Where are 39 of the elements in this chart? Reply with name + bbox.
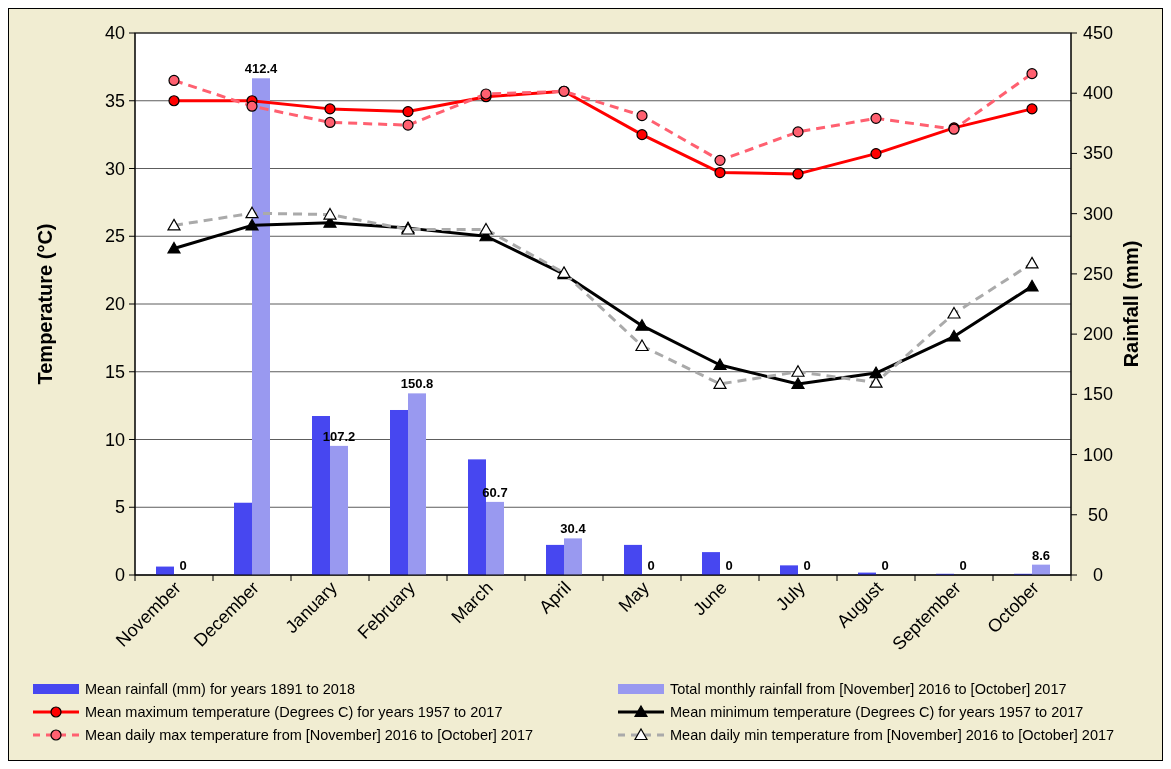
y-tick-label: 5	[114, 497, 125, 518]
y2-tick-label: 0	[1092, 565, 1104, 585]
y-tick-label: 20	[104, 294, 125, 314]
legend-label: Mean rainfall (mm) for years 1891 to 2018	[85, 681, 355, 697]
legend-label: Mean minimum temperature (Degrees C) for years 1957 to 2017	[670, 704, 1084, 720]
x-tick-label: May	[614, 577, 653, 616]
y-tick-label: 40	[104, 23, 125, 43]
y-tick-label: 15	[104, 361, 125, 382]
y-tick-label: 0	[114, 565, 125, 585]
x-tick-label: July	[772, 577, 809, 615]
y-axis-title: Temperature (°C)	[34, 223, 56, 385]
y2-tick-label: 150	[1082, 384, 1114, 405]
y-tick-label: 30	[104, 158, 125, 179]
data-label: 30.4	[560, 521, 587, 537]
data-label: 0	[725, 558, 733, 573]
data-label: 0	[959, 558, 967, 573]
y2-tick-label: 200	[1082, 324, 1114, 345]
y-tick-label: 25	[104, 226, 125, 247]
y2-tick-label: 450	[1082, 23, 1114, 43]
data-label: 0	[179, 558, 187, 573]
y-tick-label: 35	[104, 90, 125, 111]
data-label: 0	[881, 558, 889, 573]
y-tick-label: 10	[104, 429, 125, 450]
data-label: 150.8	[400, 376, 434, 392]
y2-tick-label: 300	[1082, 203, 1114, 224]
data-label: 8.6	[1031, 547, 1051, 563]
data-label: 0	[803, 558, 811, 573]
data-label: 412.4	[244, 61, 279, 77]
y2-tick-label: 400	[1082, 83, 1114, 104]
y2-axis-title: Rainfall (mm)	[1120, 240, 1142, 368]
legend-label: Mean maximum temperature (Degrees C) for years 1957 to 2017	[85, 704, 503, 720]
legend-label: Mean daily min temperature from [November] 2016 to [October] 2017	[670, 727, 1115, 743]
data-label: 0	[647, 558, 655, 573]
y2-tick-label: 350	[1082, 143, 1114, 164]
y2-tick-label: 100	[1082, 444, 1114, 465]
legend-label: Total monthly rainfall from [November] 2016 to [October] 2017	[670, 681, 1067, 697]
legend-label: Mean daily max temperature from [November] 2016 to [October] 2017	[85, 727, 534, 743]
y2-tick-label: 50	[1087, 504, 1109, 525]
y2-tick-label: 250	[1082, 263, 1114, 284]
